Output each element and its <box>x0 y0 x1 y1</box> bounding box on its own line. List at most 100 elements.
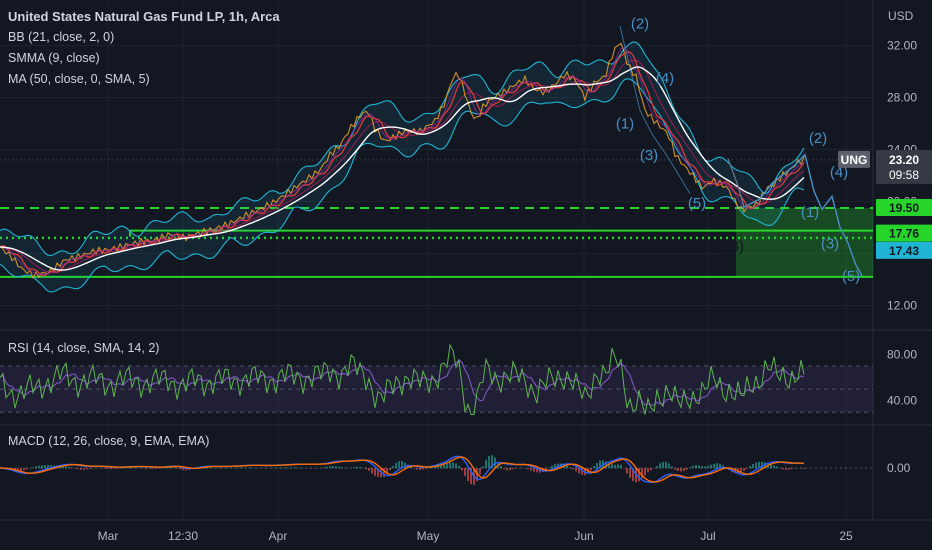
macd-histogram-bar <box>476 468 478 482</box>
countdown-label: 09:58 <box>889 168 919 182</box>
macd-histogram-bar <box>113 468 115 469</box>
macd-histogram-bar <box>548 467 550 469</box>
indicator-smma[interactable]: SMMA (9, close) <box>8 51 100 65</box>
macd-histogram-bar <box>437 465 439 469</box>
macd-histogram-bar <box>23 468 25 471</box>
macd-histogram-bar <box>680 468 682 472</box>
macd-histogram-bar <box>509 468 511 471</box>
wave-projection <box>619 25 863 276</box>
axes: 32.0028.0024.0020.0016.0012.0080.0040.00… <box>98 39 932 543</box>
wave-label: (4) <box>656 70 674 87</box>
macd-histogram-bar <box>512 468 514 470</box>
wave-label: (1) <box>801 204 819 221</box>
wave-label: (1) <box>616 116 634 133</box>
macd-histogram-bar <box>542 468 544 472</box>
macd-histogram-bar <box>668 463 670 469</box>
macd-histogram-bar <box>659 463 661 469</box>
macd-histogram-bar <box>287 467 289 469</box>
macd-histogram-bar <box>758 461 760 469</box>
macd-histogram-bar <box>368 468 370 472</box>
macd-histogram-bar <box>353 467 355 469</box>
macd-histogram-bar <box>608 463 610 469</box>
macd-histogram-bar <box>533 468 535 472</box>
macd-histogram-bar <box>686 468 688 470</box>
macd-histogram-bar <box>248 467 250 469</box>
macd-histogram-bar <box>455 463 457 469</box>
macd-histogram-bar <box>374 468 376 476</box>
x-tick-label: Jul <box>700 529 715 543</box>
macd-histogram-bar <box>617 464 619 469</box>
rsi-tick-label: 80.00 <box>887 347 917 361</box>
macd-histogram-bar <box>401 461 403 469</box>
x-tick-label: 25 <box>839 529 853 543</box>
macd-histogram-bar <box>551 465 553 469</box>
chart-legend: United States Natural Gas Fund LP, 1h, A… <box>8 6 280 90</box>
level-tag-bg <box>876 224 932 242</box>
wave-label: (5) <box>842 268 860 285</box>
macd-histogram-bar <box>554 464 556 469</box>
target-zone <box>736 208 873 277</box>
macd-histogram-bar <box>212 467 214 469</box>
wave-label: (C) <box>788 114 809 131</box>
last-price-label: 23.20 <box>889 153 919 167</box>
macd-histogram-bar <box>626 468 628 474</box>
indicator-ma[interactable]: MA (50, close, 0, SMA, 5) <box>8 72 150 86</box>
support-levels <box>0 159 873 278</box>
wave-label: (3) <box>640 147 658 164</box>
indicator-bb[interactable]: BB (21, close, 2, 0) <box>8 30 115 44</box>
wave-label: (2) <box>631 16 649 33</box>
macd-histogram-bar <box>242 467 244 469</box>
macd-histogram-bar <box>152 468 154 469</box>
macd-histogram-bar <box>641 468 643 479</box>
macd-histogram-bar <box>80 468 82 470</box>
macd-histogram-bar <box>614 464 616 469</box>
macd-histogram-bar <box>122 467 124 469</box>
macd-histogram-bar <box>692 465 694 469</box>
macd-histogram-bar <box>803 468 805 469</box>
macd-histogram-bar <box>719 463 721 469</box>
macd-histogram-bar <box>392 465 394 469</box>
macd-histogram-bar <box>527 468 529 470</box>
macd-histogram-bar <box>329 466 331 469</box>
macd-histogram-bar <box>467 468 469 482</box>
last-price-bg <box>876 149 932 184</box>
macd-histogram-bar <box>65 466 67 469</box>
rsi-label[interactable]: RSI (14, close, SMA, 14, 2) <box>8 341 160 355</box>
macd-histogram-bar <box>62 465 64 469</box>
macd-histogram-bar <box>749 466 751 469</box>
ma50-line <box>0 66 805 271</box>
rsi-tick-label: 40.00 <box>887 394 917 408</box>
macd-histogram-bar <box>422 468 424 470</box>
macd-histogram-bar <box>167 467 169 469</box>
macd-histogram-bar <box>674 468 676 470</box>
macd-histogram-bar <box>47 465 49 469</box>
macd-histogram-bar <box>386 468 388 475</box>
macd-histogram-bar <box>782 468 784 470</box>
macd-histogram-bar <box>611 464 613 469</box>
macd-histogram-bar <box>20 468 22 472</box>
macd-histogram-bar <box>50 465 52 469</box>
macd-histogram-bar <box>656 466 658 469</box>
macd-histogram-bar <box>593 466 595 469</box>
macd-histogram-bar <box>233 467 235 469</box>
macd-histogram-bar <box>377 468 379 477</box>
macd-histogram-bar <box>596 463 598 469</box>
bb-upper <box>0 41 805 257</box>
rsi-pane <box>0 343 873 415</box>
wave-label: (B) <box>724 238 744 255</box>
symbol-title[interactable]: United States Natural Gas Fund LP, 1h, A… <box>8 9 280 24</box>
macd-histogram-bar <box>461 468 463 471</box>
macd-histogram-bar <box>173 467 175 469</box>
wave-label: (3) <box>821 235 839 252</box>
macd-label[interactable]: MACD (12, 26, close, 9, EMA, EMA) <box>8 434 210 448</box>
macd-histogram-bar <box>752 464 754 469</box>
y-tick-label: 32.00 <box>887 39 917 53</box>
macd-histogram-bar <box>575 468 577 472</box>
macd-histogram-bar <box>452 462 454 469</box>
macd-histogram-bar <box>17 468 19 472</box>
macd-histogram-bar <box>605 461 607 469</box>
macd-histogram-bar <box>761 461 763 469</box>
macd-histogram-bar <box>788 468 790 470</box>
wave-labels: (1)(2)(3)(4)(5)(A)(B)(C)(2)(4)(1)(3)(5) <box>616 16 860 285</box>
